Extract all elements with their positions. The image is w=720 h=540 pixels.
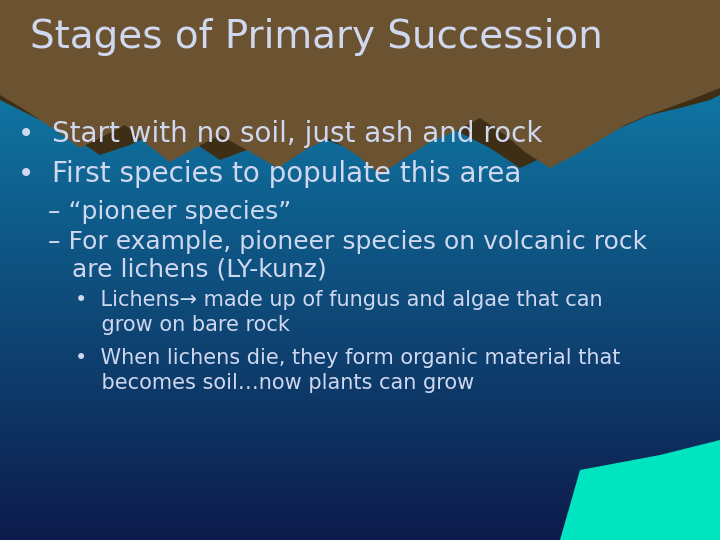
Text: are lichens (LY-kunz): are lichens (LY-kunz) xyxy=(48,258,327,282)
Text: becomes soil…now plants can grow: becomes soil…now plants can grow xyxy=(75,373,474,393)
Text: •  Start with no soil, just ash and rock: • Start with no soil, just ash and rock xyxy=(18,120,542,148)
Text: •  Lichens→ made up of fungus and algae that can: • Lichens→ made up of fungus and algae t… xyxy=(75,290,603,310)
Text: Stages of Primary Succession: Stages of Primary Succession xyxy=(30,18,603,56)
Text: – “pioneer species”: – “pioneer species” xyxy=(48,200,292,224)
Text: grow on bare rock: grow on bare rock xyxy=(75,315,290,335)
Text: – For example, pioneer species on volcanic rock: – For example, pioneer species on volcan… xyxy=(48,230,647,254)
Text: •  First species to populate this area: • First species to populate this area xyxy=(18,160,521,188)
Text: •  When lichens die, they form organic material that: • When lichens die, they form organic ma… xyxy=(75,348,621,368)
